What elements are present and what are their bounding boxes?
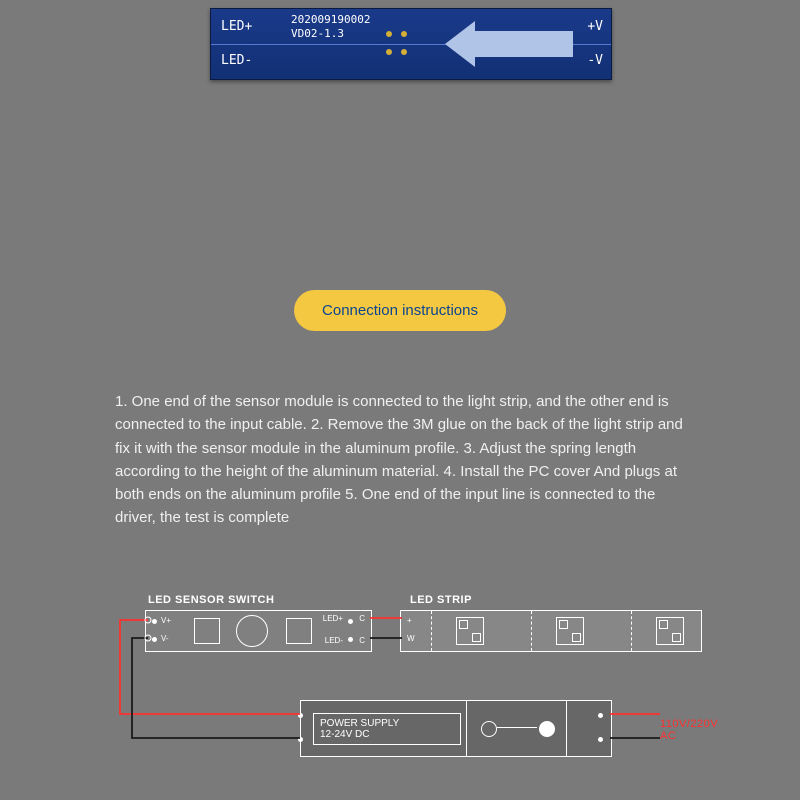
- solder-dot: [386, 49, 392, 55]
- wiring-diagram: LED SENSOR SWITCH LED STRIP V+ V- LED+ L…: [100, 590, 700, 780]
- strip-w: W: [407, 634, 415, 643]
- sensor-switch-label: LED SENSOR SWITCH: [148, 594, 274, 606]
- led-chip-icon: [656, 617, 684, 645]
- solder-dot: [386, 31, 392, 37]
- strip-segment-divider: [431, 611, 432, 651]
- sensor-c2: C: [359, 636, 365, 645]
- pcb-v-minus: -V: [587, 53, 603, 68]
- terminal-dot: [298, 737, 303, 742]
- sensor-component-icon: [194, 618, 220, 644]
- psu-divider: [466, 701, 467, 756]
- solder-dot: [401, 49, 407, 55]
- led-strip-box: + W: [400, 610, 702, 652]
- pcb-led-minus: LED-: [221, 53, 252, 68]
- psu-connector-line: [497, 727, 537, 728]
- sensor-vminus: V-: [161, 634, 169, 643]
- pcb-module: LED+ LED- 202009190002 VD02-1.3 +V -V: [210, 8, 612, 80]
- sensor-component-icon: [286, 618, 312, 644]
- terminal-dot: [298, 713, 303, 718]
- sensor-vplus: V+: [161, 616, 171, 625]
- psu-terminal-icon: [539, 721, 555, 737]
- pcb-v-plus: +V: [587, 19, 603, 34]
- strip-segment-divider: [631, 611, 632, 651]
- sensor-ledminus: LED-: [325, 636, 343, 645]
- sensor-switch-box: V+ V- LED+ LED- C C: [145, 610, 372, 652]
- terminal-dot: [598, 713, 603, 718]
- sensor-component-icon: [236, 615, 268, 647]
- strip-segment-divider: [531, 611, 532, 651]
- sensor-ledplus: LED+: [323, 614, 343, 623]
- connection-instructions-badge: Connection instructions: [294, 290, 506, 331]
- terminal-dot: [348, 619, 353, 624]
- terminal-dot: [152, 619, 157, 624]
- solder-dot: [401, 31, 407, 37]
- led-chip-icon: [456, 617, 484, 645]
- terminal-dot: [152, 637, 157, 642]
- led-strip-label: LED STRIP: [410, 594, 472, 606]
- instructions-text: 1. One end of the sensor module is conne…: [115, 390, 685, 530]
- sensor-c1: C: [359, 614, 365, 623]
- ac-label: 110V/220V AC: [660, 718, 718, 742]
- psu-line2: 12-24V DC: [320, 729, 460, 740]
- psu-line1: POWER SUPPLY: [320, 718, 460, 729]
- psu-label-box: POWER SUPPLY 12-24V DC: [313, 713, 461, 745]
- strip-plus: +: [407, 616, 412, 625]
- psu-divider: [566, 701, 567, 756]
- pcb-led-plus: LED+: [221, 19, 252, 34]
- led-chip-icon: [556, 617, 584, 645]
- pcb-model: VD02-1.3: [291, 27, 344, 40]
- terminal-dot: [598, 737, 603, 742]
- terminal-dot: [348, 637, 353, 642]
- direction-arrow-icon: [443, 21, 573, 67]
- psu-terminal-icon: [481, 721, 497, 737]
- pcb-serial: 202009190002: [291, 13, 370, 26]
- power-supply-box: POWER SUPPLY 12-24V DC: [300, 700, 612, 757]
